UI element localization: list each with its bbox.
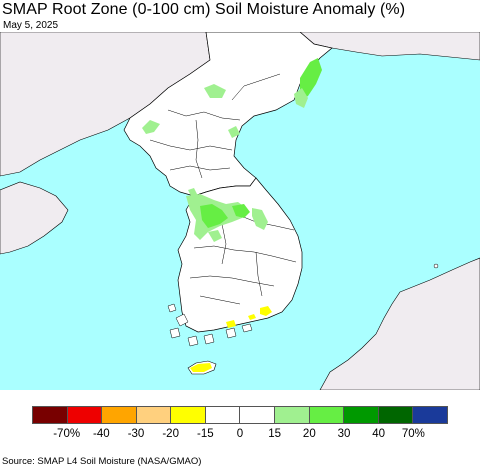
legend-swatch [136,407,172,423]
map-date: May 5, 2025 [3,20,59,31]
data-source-note: Source: SMAP L4 Soil Moisture (NASA/GMAO… [2,456,202,467]
legend-tick-label: 15 [268,428,282,440]
legend-tick-label: 30 [337,428,351,440]
legend-swatch [171,407,206,423]
legend-tick-label: -15 [197,428,214,440]
legend-tick-label: -20 [162,428,179,440]
legend-swatch [378,407,414,423]
jeju-dry-patch [190,363,212,372]
legend-swatch [102,407,137,423]
japan-land [319,257,480,390]
legend-swatch [275,407,310,423]
legend-swatch [205,407,241,423]
legend-swatch [413,407,447,423]
legend-swatch [344,407,379,423]
legend-swatch [33,407,68,423]
legend-colorbar [32,406,448,424]
legend-tick-label: 0 [236,428,244,440]
soil-moisture-map [0,32,480,390]
legend-tick-label: 40 [372,428,386,440]
legend-swatch [67,407,103,423]
legend-tick-label: -70% [53,428,81,440]
legend-tick-label: -40 [93,428,110,440]
legend-tick-label: 20 [302,428,316,440]
shandong-land [0,181,69,255]
legend-tick-label: 70% [401,428,425,440]
moisture-patches [142,58,322,242]
legend-swatch [240,407,276,423]
ulleungdo-island [433,263,439,269]
legend-swatch [309,407,345,423]
dry-patches [226,306,272,328]
map-title: SMAP Root Zone (0-100 cm) Soil Moisture … [2,1,406,18]
southern-islands [167,303,253,347]
legend-tick-label: -30 [127,428,145,440]
